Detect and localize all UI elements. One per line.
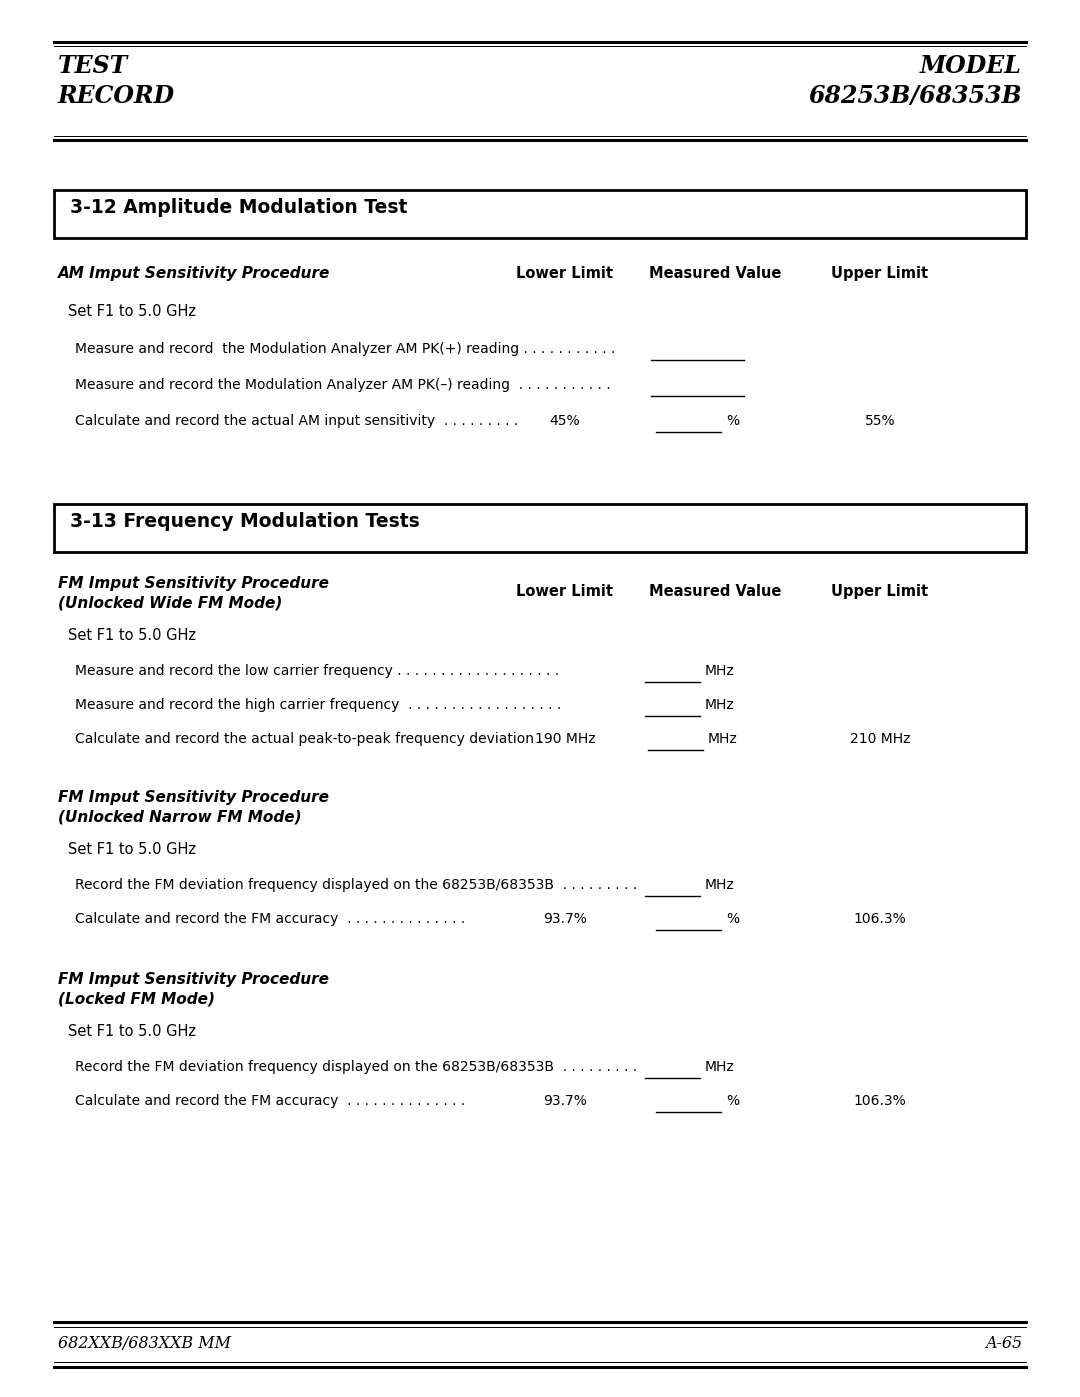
Text: FM Imput Sensitivity Procedure: FM Imput Sensitivity Procedure [58, 972, 329, 988]
Text: MODEL: MODEL [920, 54, 1022, 78]
Text: 3-13 Frequency Modulation Tests: 3-13 Frequency Modulation Tests [70, 511, 420, 531]
Text: 190 MHz: 190 MHz [535, 732, 595, 746]
Text: MHz: MHz [705, 698, 734, 712]
Text: FM Imput Sensitivity Procedure: FM Imput Sensitivity Procedure [58, 576, 329, 591]
Text: Set F1 to 5.0 GHz: Set F1 to 5.0 GHz [68, 629, 195, 643]
Text: Measure and record the low carrier frequency . . . . . . . . . . . . . . . . . .: Measure and record the low carrier frequ… [75, 664, 559, 678]
Text: Calculate and record the actual AM input sensitivity  . . . . . . . . .: Calculate and record the actual AM input… [75, 414, 518, 427]
Text: 106.3%: 106.3% [853, 1094, 906, 1108]
Text: %: % [726, 912, 739, 926]
Text: 210 MHz: 210 MHz [850, 732, 910, 746]
Text: Set F1 to 5.0 GHz: Set F1 to 5.0 GHz [68, 842, 195, 856]
Bar [54, 504, 1026, 552]
Text: Calculate and record the FM accuracy  . . . . . . . . . . . . . .: Calculate and record the FM accuracy . .… [75, 1094, 465, 1108]
Text: Measured Value: Measured Value [649, 584, 781, 599]
Text: A-65: A-65 [985, 1336, 1022, 1352]
Text: Measure and record the Modulation Analyzer AM PK(–) reading  . . . . . . . . . .: Measure and record the Modulation Analyz… [75, 379, 610, 393]
Text: RECORD: RECORD [58, 84, 175, 108]
Text: TEST: TEST [58, 54, 129, 78]
Text: Record the FM deviation frequency displayed on the 68253B/68353B  . . . . . . . : Record the FM deviation frequency displa… [75, 1060, 637, 1074]
Text: MHz: MHz [705, 664, 734, 678]
Text: 682XXB/683XXB MM: 682XXB/683XXB MM [58, 1336, 231, 1352]
Text: (Unlocked Narrow FM Mode): (Unlocked Narrow FM Mode) [58, 810, 301, 826]
Text: Measured Value: Measured Value [649, 265, 781, 281]
Text: Record the FM deviation frequency displayed on the 68253B/68353B  . . . . . . . : Record the FM deviation frequency displa… [75, 877, 637, 893]
Text: Lower Limit: Lower Limit [516, 584, 613, 599]
Text: 68253B/68353B: 68253B/68353B [808, 84, 1022, 108]
Text: 93.7%: 93.7% [543, 912, 586, 926]
Text: Calculate and record the FM accuracy  . . . . . . . . . . . . . .: Calculate and record the FM accuracy . .… [75, 912, 465, 926]
Text: (Locked FM Mode): (Locked FM Mode) [58, 992, 215, 1007]
Text: Upper Limit: Upper Limit [832, 584, 929, 599]
Text: Measure and record the high carrier frequency  . . . . . . . . . . . . . . . . .: Measure and record the high carrier freq… [75, 698, 562, 712]
Bar [54, 190, 1026, 237]
Text: Set F1 to 5.0 GHz: Set F1 to 5.0 GHz [68, 1024, 195, 1039]
Text: %: % [726, 1094, 739, 1108]
Text: %: % [726, 414, 739, 427]
Text: MHz: MHz [705, 877, 734, 893]
Text: 45%: 45% [550, 414, 580, 427]
Text: (Unlocked Wide FM Mode): (Unlocked Wide FM Mode) [58, 597, 282, 610]
Text: 93.7%: 93.7% [543, 1094, 586, 1108]
Text: Upper Limit: Upper Limit [832, 265, 929, 281]
Text: AM Imput Sensitivity Procedure: AM Imput Sensitivity Procedure [58, 265, 330, 281]
Text: MHz: MHz [708, 732, 738, 746]
Text: 55%: 55% [865, 414, 895, 427]
Text: Measure and record  the Modulation Analyzer AM PK(+) reading . . . . . . . . . .: Measure and record the Modulation Analyz… [75, 342, 616, 356]
Text: 106.3%: 106.3% [853, 912, 906, 926]
Text: FM Imput Sensitivity Procedure: FM Imput Sensitivity Procedure [58, 789, 329, 805]
Text: Set F1 to 5.0 GHz: Set F1 to 5.0 GHz [68, 305, 195, 319]
Text: Lower Limit: Lower Limit [516, 265, 613, 281]
Text: MHz: MHz [705, 1060, 734, 1074]
Text: Calculate and record the actual peak-to-peak frequency deviation .: Calculate and record the actual peak-to-… [75, 732, 543, 746]
Text: 3-12 Amplitude Modulation Test: 3-12 Amplitude Modulation Test [70, 198, 407, 217]
